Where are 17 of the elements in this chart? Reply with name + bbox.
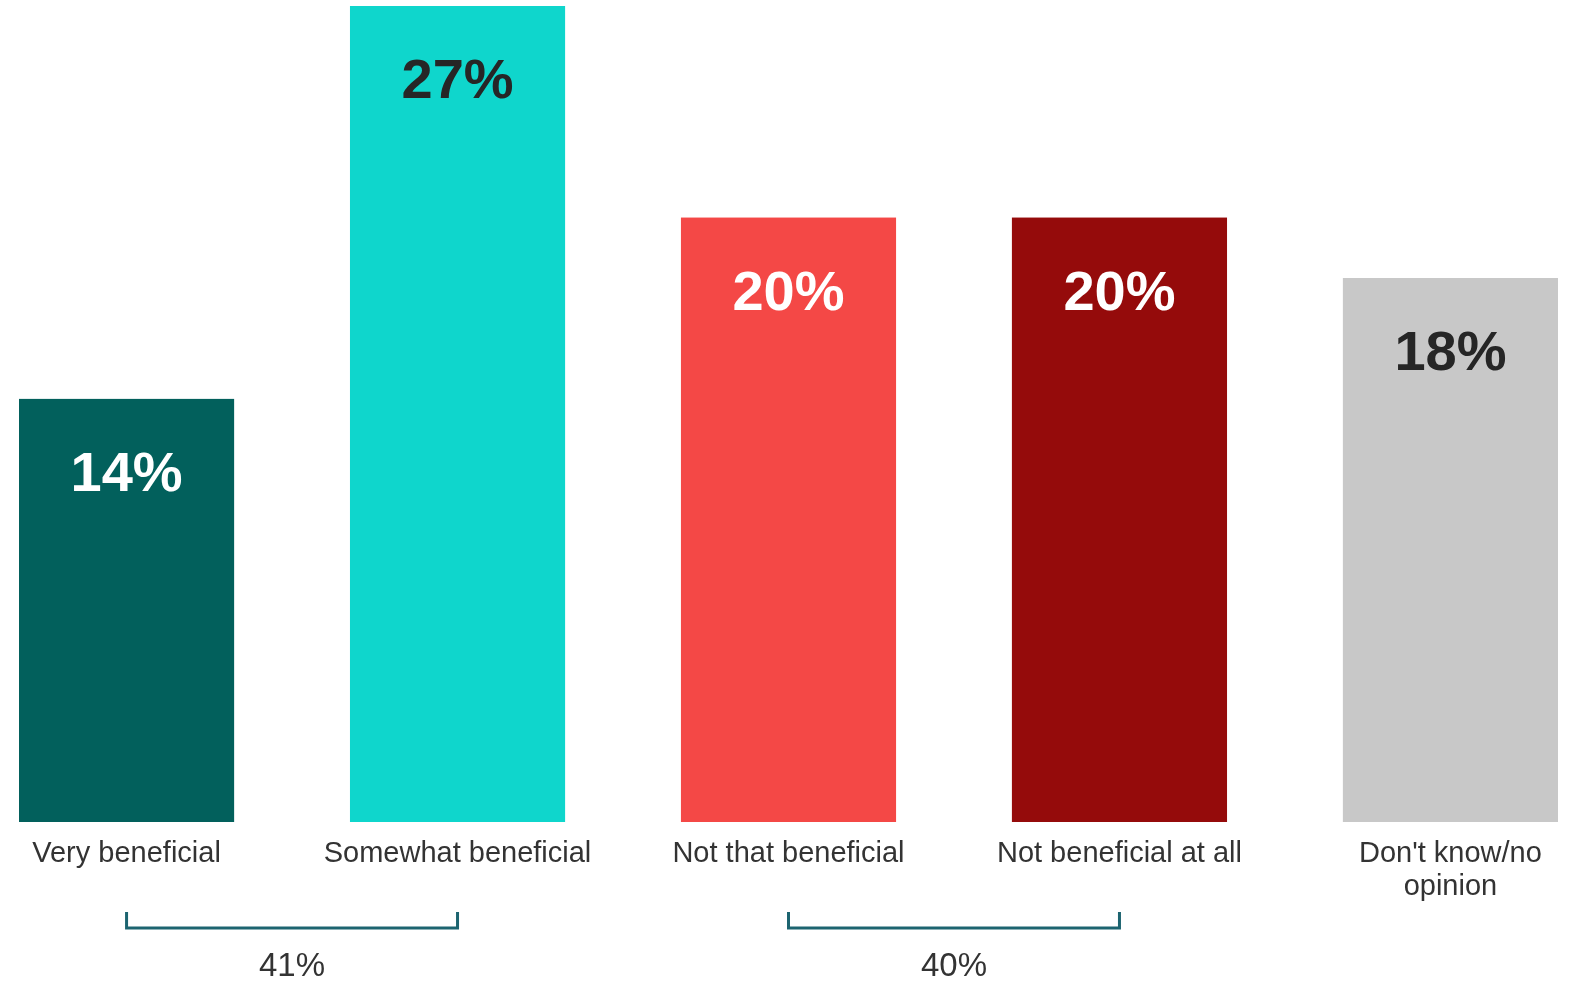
x-tick-label: Don't know/no opinion xyxy=(1359,836,1542,901)
data-label: 18% xyxy=(1394,319,1507,382)
x-tick-label: Not that beneficial xyxy=(672,836,905,868)
text: 41% xyxy=(259,946,326,983)
text: 40% xyxy=(920,946,988,983)
x-tick-label: Somewhat beneficial xyxy=(323,836,592,868)
x-tick-label: Not beneficial at all xyxy=(996,836,1242,868)
bar xyxy=(680,217,897,822)
bar xyxy=(1011,217,1228,822)
data-label: 20% xyxy=(732,258,845,322)
data-label: 27% xyxy=(401,47,514,110)
x-tick-label: Very beneficial xyxy=(32,836,221,868)
data-label: 14% xyxy=(70,439,183,503)
bar xyxy=(1342,278,1558,822)
data-label: 20% xyxy=(1063,258,1176,322)
bar xyxy=(349,6,566,822)
bar xyxy=(19,398,235,822)
